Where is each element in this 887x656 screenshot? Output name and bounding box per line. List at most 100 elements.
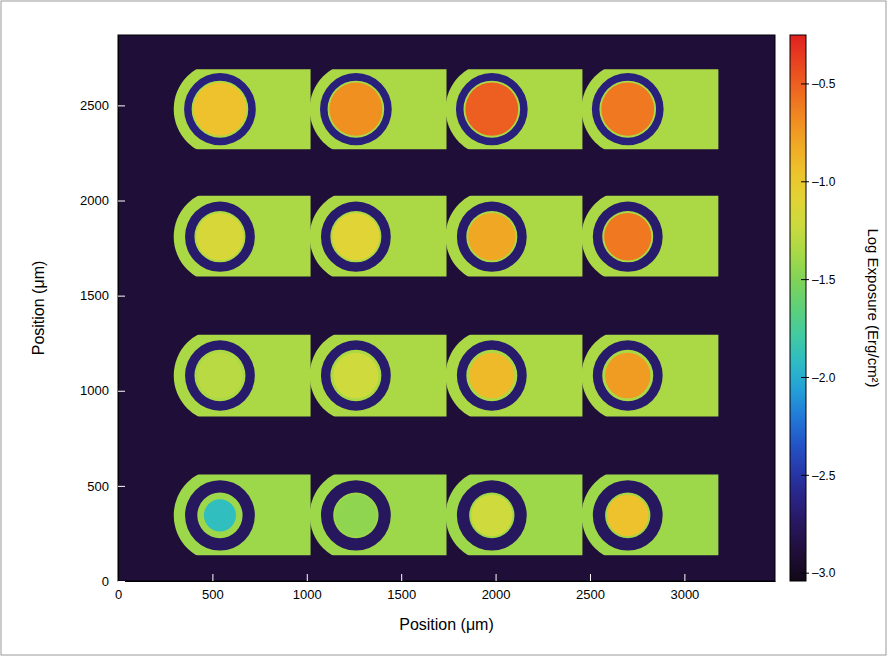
- pattern-ring: [185, 480, 255, 550]
- y-tick-mark: [118, 105, 125, 106]
- pattern-ring: [456, 73, 528, 145]
- x-tick-mark: [684, 574, 685, 581]
- y-tick: 500: [87, 479, 125, 494]
- colorbar-tick: [801, 377, 809, 378]
- y-tick: 1000: [80, 383, 125, 398]
- pattern-ring: [457, 480, 527, 550]
- pattern-disk: [471, 494, 513, 536]
- pattern-outer: [310, 196, 447, 277]
- x-axis-line: [119, 581, 776, 582]
- x-tick-label: 2000: [482, 587, 511, 602]
- x-tick: 1500: [387, 574, 416, 602]
- x-tick-mark: [496, 574, 497, 581]
- x-tick: 3000: [670, 574, 699, 602]
- pattern-outer: [582, 474, 719, 555]
- colorbar-tick-label: –3.0: [812, 566, 836, 580]
- x-tick-label: 1500: [387, 587, 416, 602]
- colorbar-tick: [801, 475, 809, 476]
- y-tick-label: 1500: [80, 288, 109, 303]
- pattern-outer: [582, 335, 719, 417]
- colorbar-tick-label: –1.0: [812, 175, 836, 189]
- pattern-disk: [197, 353, 242, 399]
- y-tick-label: 0: [102, 574, 109, 589]
- plot-area: [118, 35, 775, 581]
- colorbar: [790, 35, 806, 581]
- y-tick: 2000: [80, 193, 125, 208]
- y-tick-label: 500: [87, 479, 109, 494]
- x-tick: 500: [202, 574, 224, 602]
- figure-border: [1, 1, 886, 655]
- pattern-ring: [593, 201, 663, 271]
- colorbar-title: Log Exposure (Erg/cm²): [865, 228, 882, 387]
- pattern-outer: [310, 335, 447, 417]
- pattern-ring: [185, 201, 255, 271]
- pattern-outer: [582, 69, 719, 149]
- y-tick-mark: [118, 486, 125, 487]
- colorbar-tick: [801, 181, 809, 182]
- colorbar-tick: [801, 573, 809, 574]
- pattern-ring: [593, 480, 663, 550]
- pattern-outer: [581, 196, 718, 277]
- pattern-ring: [457, 201, 527, 271]
- pattern-outer: [446, 335, 583, 417]
- pattern-row: [174, 196, 719, 277]
- pattern-row: [174, 474, 719, 555]
- y-axis: 0 500 1000 1500 2000 2500: [80, 36, 125, 589]
- pattern-outer: [446, 69, 583, 149]
- x-axis-title: Position (μm): [399, 616, 494, 633]
- pattern-disk: [335, 494, 377, 536]
- x-tick-label: 500: [202, 587, 224, 602]
- pattern-ring: [457, 340, 527, 410]
- pattern-disk: [468, 213, 515, 261]
- y-tick: 0: [102, 574, 125, 589]
- y-axis-title: Position (μm): [30, 261, 47, 356]
- pattern-disk: [329, 83, 382, 136]
- pattern-ring: [321, 201, 391, 271]
- pattern-disk: [196, 213, 243, 261]
- pattern-disk: [204, 499, 236, 531]
- x-tick-label: 3000: [670, 587, 699, 602]
- pattern-disk: [601, 83, 654, 136]
- x-axis: 0 500 1000 1500 2000 2500 3000: [115, 574, 776, 602]
- pattern-disk: [607, 494, 649, 536]
- pattern-row: [174, 335, 719, 417]
- y-axis-line: [118, 36, 119, 582]
- pattern-row: [174, 69, 719, 149]
- pattern-outer: [174, 335, 311, 417]
- pattern-outer: [174, 69, 311, 149]
- y-tick-label: 2500: [80, 98, 109, 113]
- pattern-outer: [310, 474, 447, 555]
- pattern-ring: [321, 480, 391, 550]
- x-tick-mark: [401, 574, 402, 581]
- y-tick-label: 1000: [80, 383, 109, 398]
- y-tick-mark: [118, 201, 125, 202]
- x-tick: 1000: [293, 574, 322, 602]
- x-tick-mark: [212, 574, 213, 581]
- plot-frame: [118, 35, 775, 581]
- colorbar-tick-label: –2.5: [812, 469, 836, 483]
- x-tick-mark: [307, 574, 308, 581]
- colorbar-tick: [801, 279, 809, 280]
- y-tick-mark: [118, 391, 125, 392]
- pattern-outer: [174, 196, 311, 277]
- pattern-ring: [320, 73, 392, 145]
- x-tick: 2500: [576, 574, 605, 602]
- pattern-disk: [605, 353, 650, 399]
- colorbar-tick-label: –1.5: [812, 273, 836, 287]
- pattern-disk: [469, 353, 514, 399]
- pattern-outer: [310, 69, 447, 149]
- y-tick: 1500: [80, 288, 125, 303]
- x-tick-label: 2500: [576, 587, 605, 602]
- colorbar-tick-label: –0.5: [812, 77, 836, 91]
- colorbar-tick-label: –2.0: [812, 371, 836, 385]
- x-tick-label: 0: [115, 587, 122, 602]
- y-tick-mark: [118, 581, 125, 582]
- pattern-ring: [592, 73, 664, 145]
- pattern-outer: [446, 474, 583, 555]
- pattern-disk: [333, 353, 378, 399]
- colorbar-tick: [801, 83, 809, 84]
- background-cell: [118, 35, 775, 581]
- pattern-ring: [321, 340, 391, 410]
- pattern-outer: [174, 474, 311, 555]
- pattern-ring: [593, 340, 663, 410]
